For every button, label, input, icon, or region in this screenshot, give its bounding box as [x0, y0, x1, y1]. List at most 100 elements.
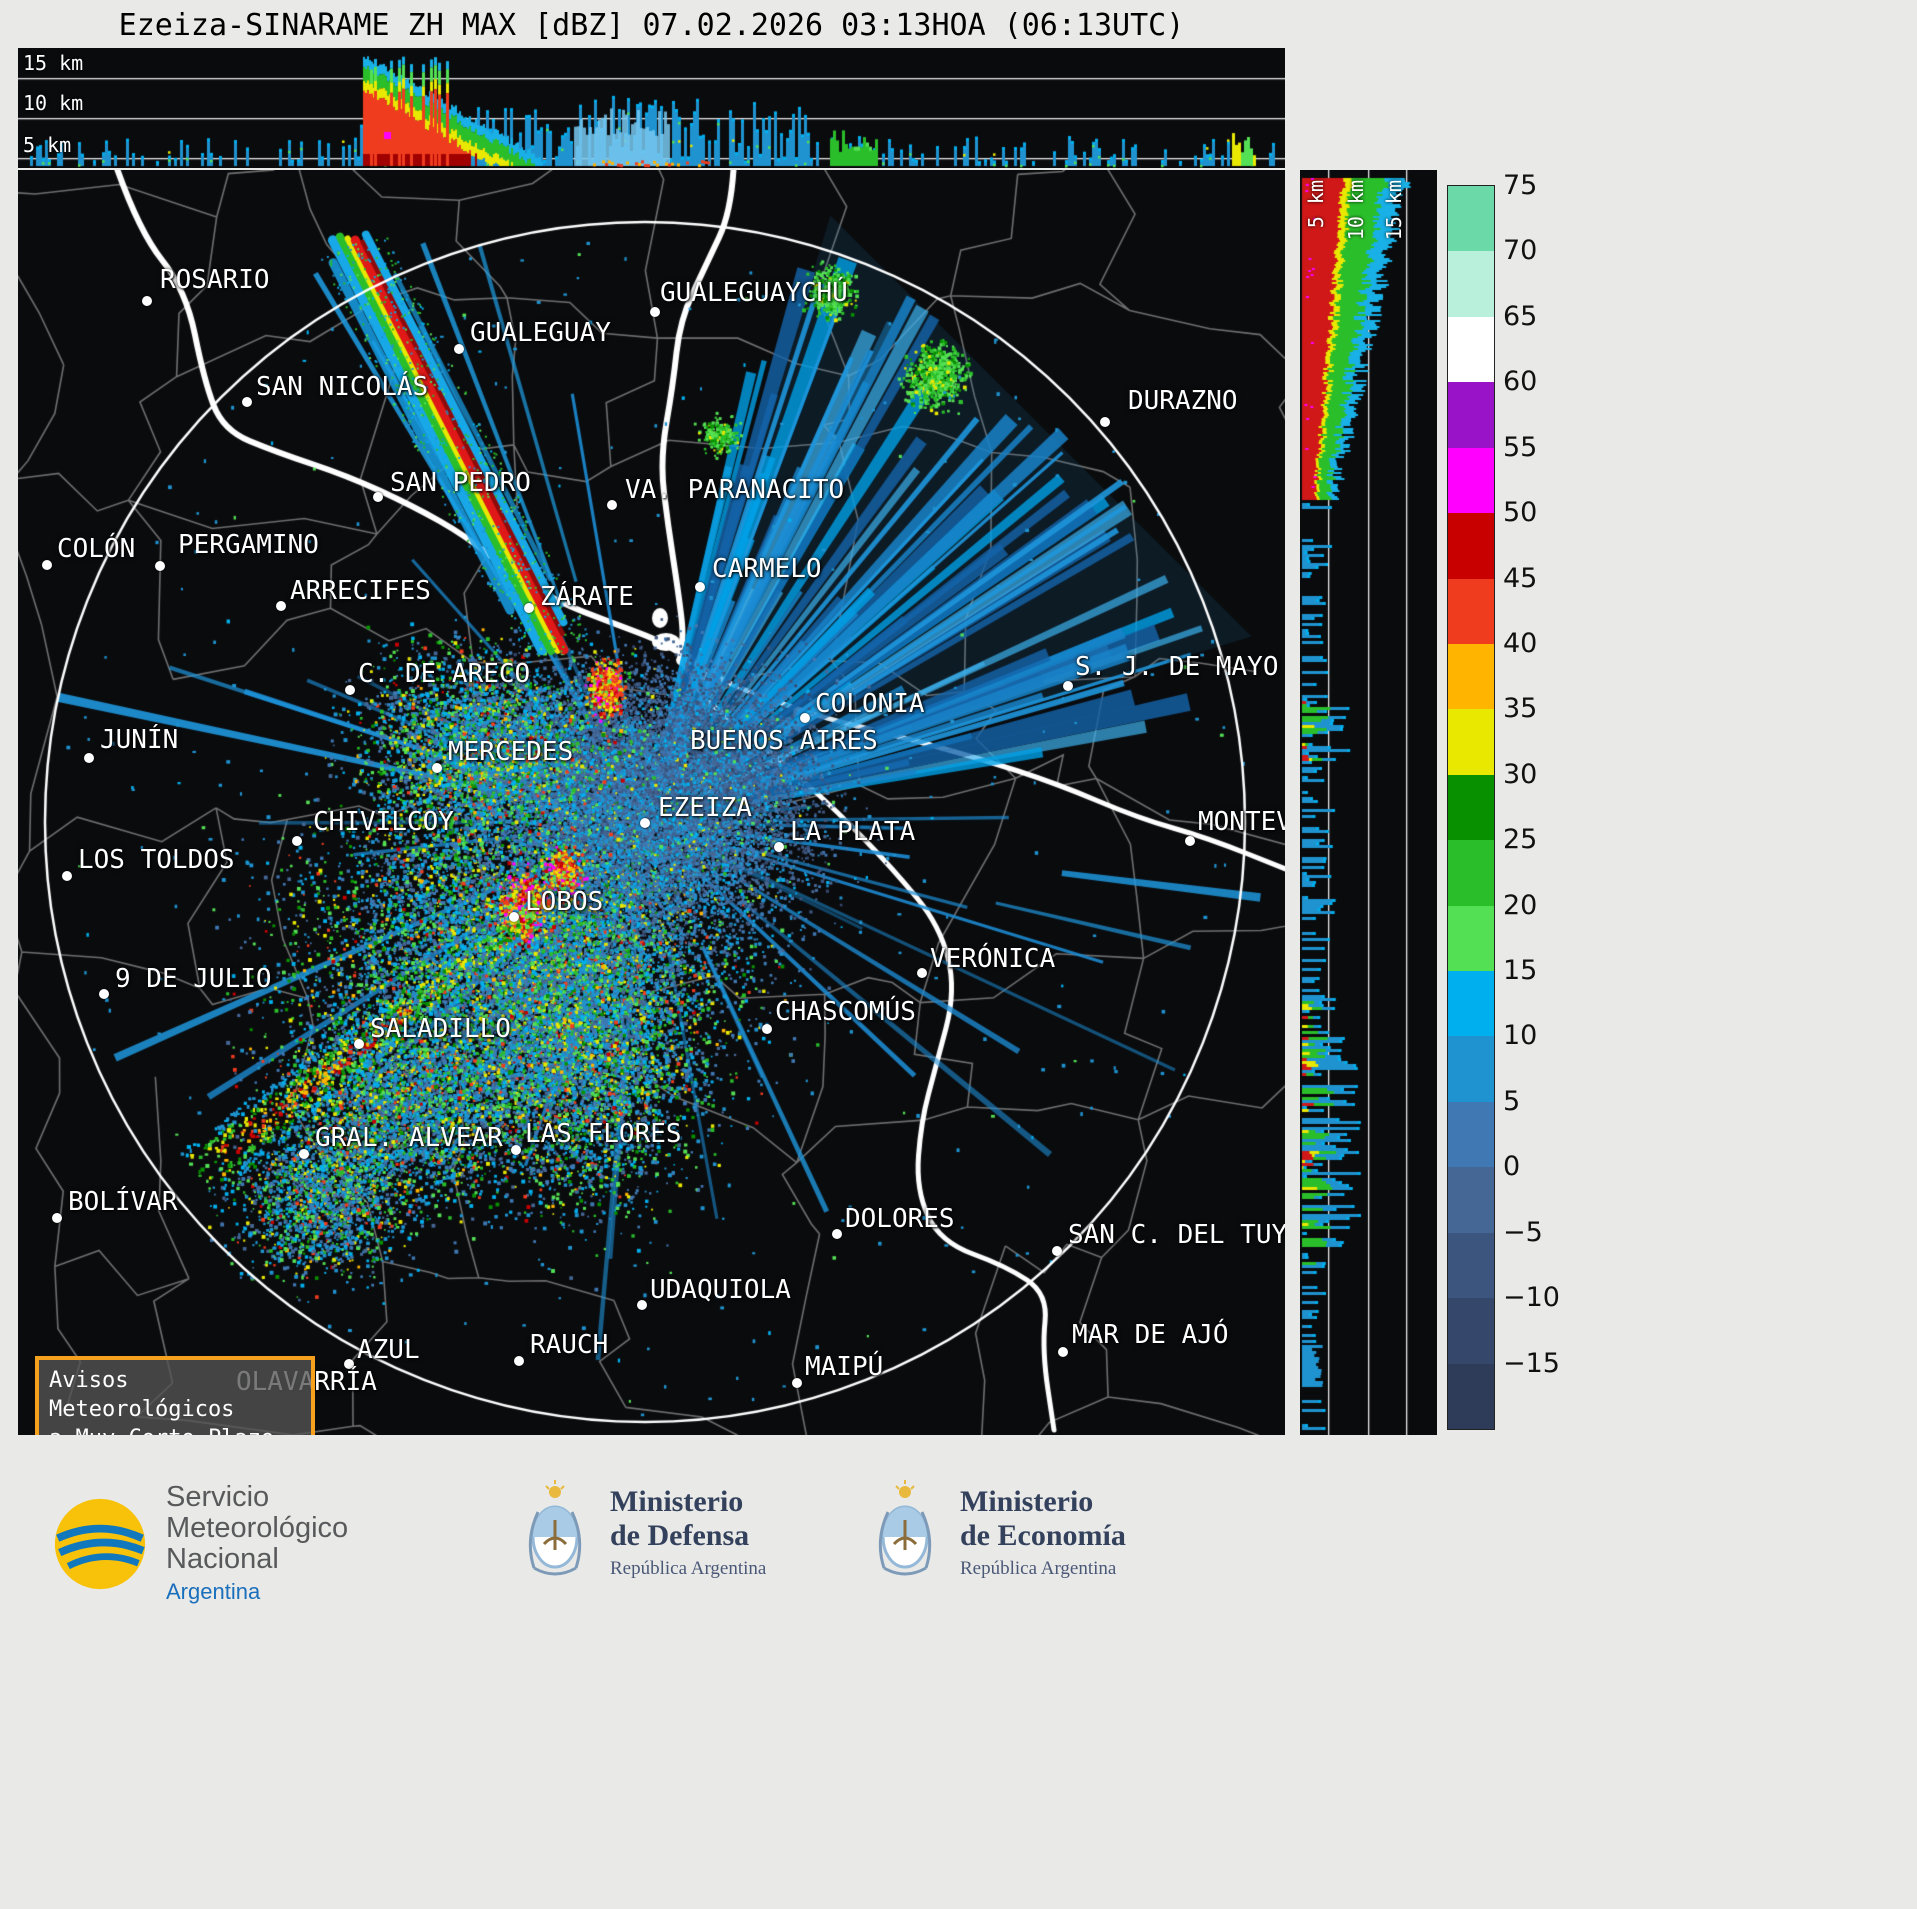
city-dot-rauch: [514, 1356, 524, 1366]
colorbar-segment: [1448, 643, 1494, 710]
city-label-azul: AZUL: [357, 1335, 420, 1365]
city-label-junin: JUNÍN: [100, 725, 179, 755]
city-label-udaquiola: UDAQUIOLA: [650, 1275, 791, 1305]
city-dot-durazno: [1100, 417, 1110, 427]
colorbar-tick-75: 75: [1503, 170, 1538, 201]
city-dot-zarate: [524, 603, 534, 613]
city-dot-mar-de-ajo: [1058, 1347, 1068, 1357]
colorbar-segment: [1448, 1232, 1494, 1299]
city-dot-va-paranacito: [607, 500, 617, 510]
defensa-subtitle: República Argentina: [610, 1557, 767, 1579]
colorbar-tick-55: 55: [1503, 431, 1538, 463]
colorbar-tick-70: 70: [1503, 235, 1538, 267]
city-dot-veronica: [917, 968, 927, 978]
city-dot-udaquiola: [637, 1300, 647, 1310]
city-dot-s-j-de-mayo: [1063, 681, 1073, 691]
city-dot-gral-alvear: [299, 1149, 309, 1159]
economia-title-line1: Ministerio: [960, 1484, 1094, 1518]
city-label-s-j-de-mayo: S. J. DE MAYO: [1075, 652, 1279, 682]
city-label-mar-de-ajo: MAR DE AJÓ: [1072, 1320, 1229, 1350]
city-label-c-de-areco: C. DE ARECO: [358, 659, 531, 689]
colorbar-segment: [1448, 1036, 1494, 1102]
colorbar-segment: [1448, 316, 1494, 383]
city-label-9-de-julio: 9 DE JULIO: [115, 964, 272, 994]
top-cross-section-canvas: [18, 48, 1285, 168]
city-dot-azul: [344, 1359, 354, 1369]
smn-name-block: Servicio Meteorológico Nacional Argentin…: [166, 1482, 348, 1605]
city-label-mercedes: MERCEDES: [448, 737, 574, 767]
colorbar-segment: [1448, 251, 1494, 317]
city-label-saladillo: SALADILLO: [370, 1014, 511, 1044]
colorbar-segment: [1448, 1167, 1494, 1233]
city-dot-bolivar: [52, 1213, 62, 1223]
city-dot-carmelo: [695, 582, 705, 592]
top-height-label-15km: 15 km: [23, 51, 84, 75]
city-dot-rosario: [142, 296, 152, 306]
city-label-montevideo: MONTEVIDEO: [1198, 807, 1285, 837]
warning-line2: a Muy Corto Plazo: [49, 1424, 301, 1435]
city-label-los-toldos: LOS TOLDOS: [78, 845, 235, 875]
city-dot-colon: [42, 560, 52, 570]
ministry-defensa-branding: Ministerio de Defensa República Argentin…: [522, 1480, 766, 1584]
warning-overlay-button[interactable]: Avisos Meteorológicos a Muy Corto Plazo: [35, 1356, 315, 1435]
city-label-zarate: ZÁRATE: [540, 582, 634, 612]
city-dot-saladillo: [354, 1039, 364, 1049]
city-label-san-c-del-tuyu: SAN C. DEL TUYÚ: [1068, 1220, 1285, 1250]
top-cross-section-panel: 15 km 10 km 5 km: [18, 48, 1285, 168]
city-label-buenos-aires: BUENOS AIRES: [690, 726, 878, 756]
city-label-gualeguaychu: GUALEGUAYCHÚ: [660, 278, 848, 308]
smn-logo-icon: [54, 1498, 146, 1589]
city-label-colon: COLÓN: [57, 534, 136, 564]
colorbar-tick-25: 25: [1503, 824, 1538, 856]
economia-title-line2: de Economía: [960, 1518, 1126, 1552]
top-height-label-10km: 10 km: [23, 91, 84, 115]
colorbar-segment: [1448, 905, 1494, 972]
colorbar-tick--10: −10: [1503, 1282, 1560, 1314]
reflectivity-colorbar: [1447, 185, 1495, 1430]
city-dot-maipu: [792, 1378, 802, 1388]
city-label-va-paranacito: VA. PARANACITO: [625, 475, 845, 505]
city-dot-gualeguay: [454, 344, 464, 354]
city-dot-gualeguaychu: [650, 307, 660, 317]
city-dot-dolores: [832, 1229, 842, 1239]
city-label-durazno: DURAZNO: [1128, 386, 1238, 416]
city-dot-pergamino: [155, 561, 165, 571]
city-label-la-plata: LA PLATA: [790, 817, 916, 847]
city-dot-la-plata: [774, 842, 784, 852]
city-label-veronica: VERÓNICA: [930, 944, 1056, 974]
colorbar-segment: [1448, 709, 1494, 775]
radar-map-panel: ROSARIO GUALEGUAYCHÚ GUALEGUAY SAN NICOLÁS D…: [18, 170, 1285, 1435]
colorbar-segment: [1448, 774, 1494, 841]
colorbar-tick-20: 20: [1503, 889, 1538, 921]
ministry-defensa-text: Ministerio de Defensa República Argentin…: [610, 1485, 766, 1580]
colorbar-tick-45: 45: [1503, 562, 1538, 594]
city-dot-los-toldos: [62, 871, 72, 881]
colorbar-segment: [1448, 513, 1494, 579]
city-label-maipu: MAIPÚ: [805, 1352, 884, 1382]
city-dot-c-de-areco: [345, 685, 355, 695]
right-height-label-15km: 15 km: [1382, 180, 1406, 241]
city-dot-san-pedro: [373, 492, 383, 502]
colorbar-tick-50: 50: [1503, 497, 1538, 529]
ministry-economia-branding: Ministerio de Economía República Argenti…: [872, 1480, 1126, 1584]
colorbar-tick-15: 15: [1503, 955, 1538, 987]
colorbar-segment: [1448, 1298, 1494, 1364]
defensa-coat-icon: [528, 1480, 582, 1576]
colorbar-tick--15: −15: [1503, 1347, 1560, 1379]
product-title: Ezeiza-SINARAME ZH MAX [dBZ] 07.02.2026 …: [118, 8, 1185, 43]
city-layer: ROSARIO GUALEGUAYCHÚ GUALEGUAY SAN NICOLÁS D…: [18, 170, 1285, 1435]
colorbar-segment: [1448, 840, 1494, 906]
ministry-economia-text: Ministerio de Economía República Argenti…: [960, 1485, 1126, 1580]
right-height-label-10km: 10 km: [1344, 180, 1368, 241]
city-dot-junin: [84, 753, 94, 763]
colorbar-tick-10: 10: [1503, 1020, 1538, 1052]
colorbar-tick-0: 0: [1503, 1151, 1521, 1183]
city-dot-chascomus: [762, 1024, 772, 1034]
city-label-rauch: RAUCH: [530, 1330, 609, 1360]
colorbar-segment: [1448, 382, 1494, 448]
city-dot-mercedes: [432, 763, 442, 773]
city-dot-lobos: [509, 912, 519, 922]
city-dot-las-flores: [511, 1145, 521, 1155]
colorbar-tick-30: 30: [1503, 758, 1538, 790]
economia-coat-icon: [878, 1480, 932, 1576]
